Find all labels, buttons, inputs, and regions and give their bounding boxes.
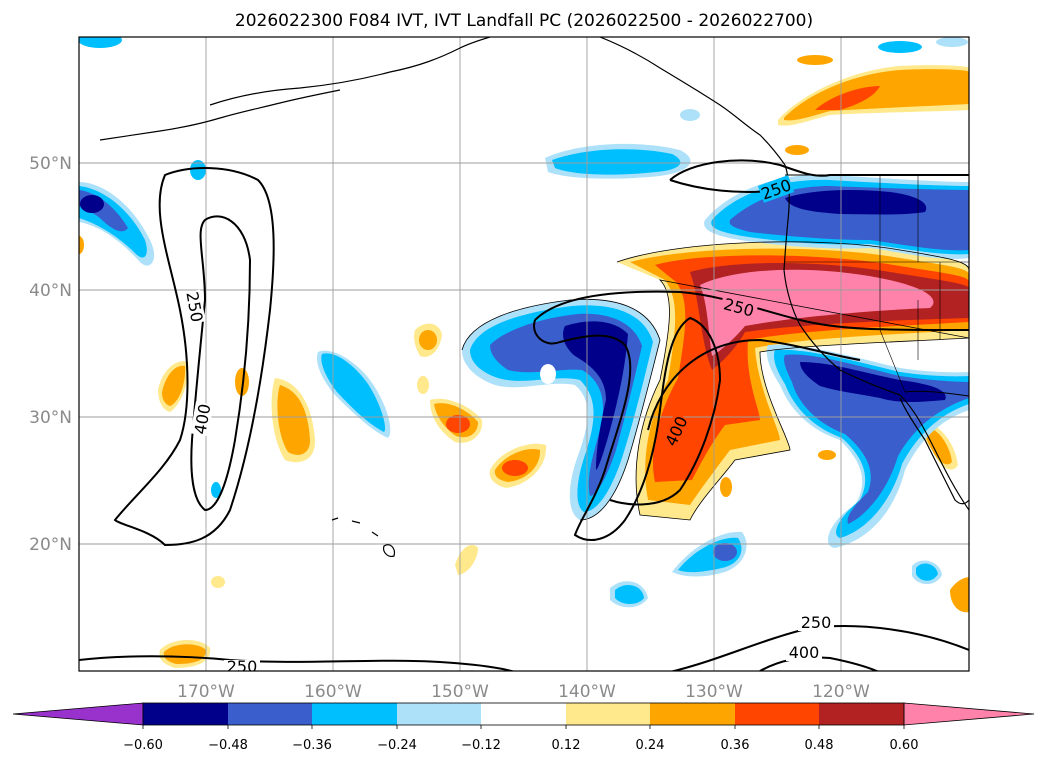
pc-gulf-top-patch3 [936, 37, 968, 47]
pc-small-216 [211, 482, 221, 498]
pc-aleut-sky [552, 149, 681, 175]
colorbar-tick-label: −0.24 [377, 738, 417, 753]
colorbar-segment-white [481, 703, 566, 725]
colorbar-segment-royal [228, 703, 312, 725]
contour-label-250-bottom: 250 [227, 657, 258, 676]
pc-patch-155-inner [419, 330, 437, 350]
ivt-contours [79, 159, 969, 671]
contour-250-west [113, 167, 275, 547]
pc-gulf-top-patch2 [878, 41, 922, 53]
pc-patch-se [950, 577, 969, 613]
pc-patch-126 [818, 450, 836, 460]
pc-hook-outline [461, 298, 661, 521]
pc-small-690 [680, 109, 700, 121]
us-mexico-border [904, 390, 969, 397]
lat-label-50n: 50°N [29, 154, 72, 174]
colorbar-tick-label: −0.12 [461, 738, 501, 753]
pc-south-royal [713, 543, 737, 561]
colorbar-tick-label: 0.48 [805, 738, 834, 753]
map-frame [78, 36, 970, 672]
lat-label-30n: 30°N [29, 408, 72, 428]
na-west-coast [783, 164, 969, 511]
graticule [79, 37, 969, 671]
pc-patch-145-core [502, 460, 528, 476]
alaska-coast [209, 37, 491, 106]
colorbar-tick-label: −0.48 [208, 738, 248, 753]
lon-label-170w: 170°W [177, 682, 235, 702]
pc-patch-168 [211, 576, 225, 588]
colorbar: −0.60 −0.48 −0.36 −0.24 −0.12 0.12 0.24 … [12, 702, 1035, 753]
colorbar-segment-pale-blue [397, 703, 481, 725]
pc-patch-161 [417, 376, 429, 394]
colorbar-tick-label: −0.60 [123, 738, 163, 753]
pc-patch-177 [79, 236, 84, 254]
colorbar-tick-label: 0.12 [552, 738, 581, 753]
map-layers: 250 400 250 400 250 250 400 250 [79, 37, 969, 676]
colorbar-segment-sky [312, 703, 397, 725]
colorbar-frame [142, 702, 905, 726]
pc-corridor-pink [700, 269, 934, 356]
contour-label-250-southeast: 250 [801, 613, 832, 632]
pc-patch-165-inner [277, 385, 310, 455]
colorbar-segment-navy [143, 703, 228, 725]
alaska-panhandle [599, 37, 786, 166]
contour-400-west [190, 215, 252, 512]
pc-negative-shading [79, 37, 969, 608]
pc-hook-hole [540, 364, 556, 384]
lat-label-40n: 40°N [29, 281, 72, 301]
pc-gulf-patch [797, 55, 833, 65]
pc-west-navy [80, 195, 104, 213]
pc-patch-172 [235, 368, 249, 396]
colorbar-tick-marks [142, 725, 905, 729]
pc-patch-south [455, 544, 478, 575]
pc-bc-patch [785, 145, 809, 155]
baja-peninsula [899, 397, 969, 505]
colorbar-extend-max [903, 702, 1035, 726]
pc-patch-131 [720, 477, 732, 497]
pc-gulf-top-patch [79, 37, 122, 48]
contour-400-central [647, 338, 861, 431]
lon-label-160w: 160°W [304, 682, 362, 702]
pc-north-navy [785, 190, 927, 215]
lon-label-150w: 150°W [431, 682, 489, 702]
hawaii-islands [331, 517, 395, 557]
pc-center-sky [321, 353, 386, 432]
lat-label-20n: 20°N [29, 535, 72, 555]
contour-label-400-southeast: 400 [789, 643, 820, 662]
pc-patch-173-inner [162, 365, 186, 406]
colorbar-extend-min [12, 702, 144, 726]
pc-small-198 [190, 160, 206, 180]
pc-patch-150-core [446, 415, 470, 433]
pc-patch-bottom-inner [163, 644, 206, 664]
colorbar-tick-label: 0.60 [890, 738, 919, 753]
colorbar-segment-orange [650, 703, 735, 725]
aleutian-chain [99, 89, 341, 141]
pc-canada-redorange [815, 86, 880, 110]
pc-south2-sky [615, 584, 644, 604]
pc-patch-baja-inner [925, 427, 952, 465]
longitude-labels: 170°W 160°W 150°W 140°W 130°W 120°W [177, 682, 870, 702]
figure-title: 2026022300 F084 IVT, IVT Landfall PC (20… [235, 11, 813, 31]
colorbar-segment-red-orange [735, 703, 819, 725]
lon-label-140w: 140°W [558, 682, 616, 702]
contour-400-bottom-east [759, 656, 880, 671]
latitude-labels: 50°N 40°N 30°N 20°N [29, 154, 72, 555]
pc-se-sky [916, 563, 938, 581]
colorbar-tick-label: 0.24 [636, 738, 665, 753]
pc-corridor-outline [616, 241, 969, 521]
contour-250-bottom [79, 655, 516, 671]
pc-hook-navy [563, 321, 628, 470]
colorbar-segment-firebrick [819, 703, 904, 725]
colorbar-tick-label: −0.36 [292, 738, 332, 753]
lon-label-130w: 130°W [685, 682, 743, 702]
colorbar-tick-label: 0.36 [721, 738, 750, 753]
colorbar-segment-pale-yellow [566, 703, 650, 725]
lon-label-120w: 120°W [812, 682, 870, 702]
